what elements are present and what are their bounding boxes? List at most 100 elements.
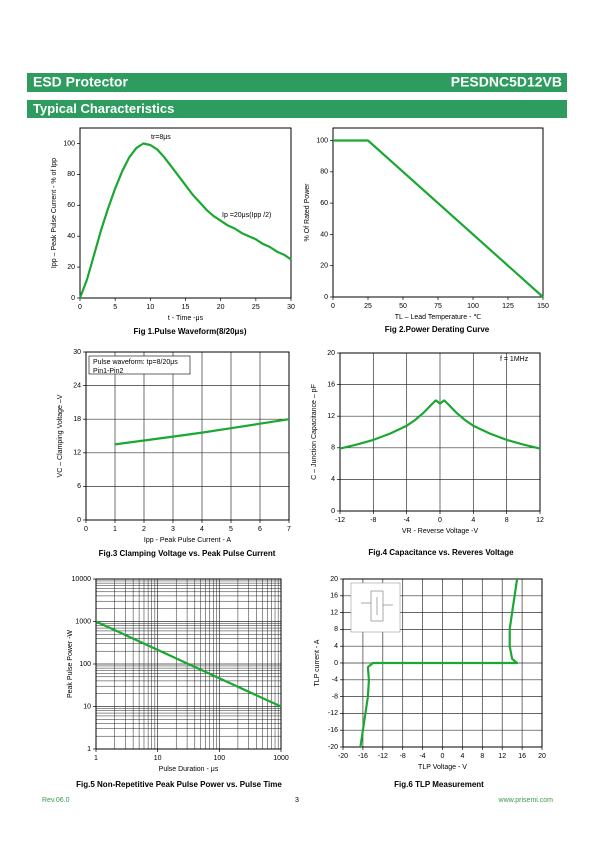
y-tick-label: 8 [334, 626, 338, 633]
y-tick-label: -16 [328, 727, 338, 734]
inset-circuit [361, 590, 393, 622]
annotation: f = 1MHz [500, 356, 529, 363]
x-tick-label: 2 [142, 526, 146, 533]
legend-box [88, 355, 191, 375]
y-tick-label: 1000 [75, 618, 91, 625]
y-tick-label: 12 [330, 609, 338, 616]
plot-frame [95, 578, 282, 750]
x-tick-label: 100 [213, 755, 225, 762]
figure-caption: Fig.6 TLP Measurement [394, 780, 484, 789]
footer-page: 3 [295, 797, 299, 804]
y-tick-label: 40 [320, 231, 328, 238]
y-tick-label: 8 [331, 445, 335, 452]
y-axis-title: VC – Clamping Voltage –V [57, 394, 64, 477]
y-tick-label: 40 [67, 233, 75, 240]
x-tick-label: 100 [467, 303, 479, 310]
x-tick-label: 50 [399, 303, 407, 310]
x-axis-title: Pulse Duration - μs [159, 766, 219, 773]
figure-caption: Fig.3 Clamping Voltage vs. Peak Pulse Cu… [99, 549, 276, 558]
y-tick-label: 1 [87, 746, 91, 753]
x-tick-label: 12 [536, 517, 544, 524]
x-tick-label: -8 [370, 517, 376, 524]
x-tick-label: 0 [331, 303, 335, 310]
x-tick-label: -16 [358, 753, 368, 760]
y-tick-label: -8 [332, 693, 338, 700]
y-tick-label: -12 [328, 710, 338, 717]
y-tick-label: 60 [67, 202, 75, 209]
y-tick-label: 16 [330, 593, 338, 600]
y-tick-label: 60 [320, 200, 328, 207]
x-tick-label: 16 [518, 753, 526, 760]
y-tick-label: 0 [77, 517, 81, 524]
figure-caption: Fig.5 Non-Repetitive Peak Pulse Power vs… [76, 780, 282, 789]
data-line [78, 142, 292, 299]
section-bar [27, 100, 567, 118]
x-tick-label: 0 [84, 526, 88, 533]
annotation: Pin1-Pin2 [93, 368, 123, 375]
figure-caption: Fig 2.Power Derating Curve [385, 325, 490, 334]
x-tick-label: 5 [229, 526, 233, 533]
header-left: ESD Protector [33, 74, 128, 90]
footer-website: www.prisemi.com [498, 797, 554, 804]
x-tick-label: 25 [252, 304, 260, 311]
annotation: Ip =20μs(Ipp /2) [222, 212, 271, 219]
x-tick-label: 7 [287, 526, 291, 533]
figure-caption: Fig.4 Capacitance vs. Reveres Voltage [368, 548, 514, 557]
y-tick-label: 4 [334, 643, 338, 650]
plot-frame [79, 127, 292, 299]
footer-revision: Rev.06.0 [42, 797, 70, 804]
y-tick-label: 0 [331, 508, 335, 515]
y-tick-label: -20 [328, 744, 338, 751]
x-tick-label: 30 [287, 304, 295, 311]
x-axis-title: Ipp - Peak Pulse Current - A [144, 537, 231, 544]
x-tick-label: 8 [480, 753, 484, 760]
x-tick-label: 1000 [273, 755, 289, 762]
y-tick-label: 12 [73, 450, 81, 457]
x-tick-label: 12 [498, 753, 506, 760]
x-axis-title: TL – Lead Temperature - ℃ [395, 314, 482, 321]
plot-frame [85, 351, 290, 521]
header-right: PESDNC5D12VB [451, 74, 562, 90]
y-tick-label: 0 [324, 294, 328, 301]
plot-frame [339, 352, 541, 512]
x-tick-label: 4 [471, 517, 475, 524]
y-tick-label: 6 [77, 483, 81, 490]
x-tick-label: 10 [146, 304, 154, 311]
x-tick-label: -4 [404, 517, 410, 524]
x-tick-label: 0 [441, 753, 445, 760]
x-tick-label: 8 [505, 517, 509, 524]
y-axis-title: Ipp – Peak Pulse Current - % of Ipp [51, 158, 58, 268]
y-tick-label: 80 [67, 171, 75, 178]
x-axis-title: VR - Reverse Voltage -V [402, 528, 479, 535]
header-bar [27, 73, 567, 92]
data-line [359, 578, 519, 748]
x-tick-label: 3 [171, 526, 175, 533]
x-tick-label: 75 [434, 303, 442, 310]
x-tick-label: 10 [154, 755, 162, 762]
x-tick-label: 5 [113, 304, 117, 311]
x-tick-label: -12 [335, 517, 345, 524]
x-tick-label: 1 [113, 526, 117, 533]
y-tick-label: 100 [316, 137, 328, 144]
y-tick-label: 80 [320, 169, 328, 176]
x-tick-label: 4 [200, 526, 204, 533]
y-axis-title: TLP current - A [314, 639, 321, 686]
x-tick-label: 20 [538, 753, 546, 760]
y-tick-label: 20 [327, 350, 335, 357]
x-tick-label: 0 [78, 304, 82, 311]
y-tick-label: -4 [332, 677, 338, 684]
y-tick-label: 20 [320, 263, 328, 270]
x-axis-title: TLP Voltage - V [418, 764, 467, 771]
y-tick-label: 16 [327, 381, 335, 388]
annotation: tr=8μs [151, 134, 171, 141]
x-tick-label: 20 [217, 304, 225, 311]
y-tick-label: 20 [67, 264, 75, 271]
annotation: Pulse waveform: tp=8/20μs [93, 359, 178, 366]
data-line [339, 399, 541, 450]
y-axis-title: C – Junction Capacitance – pF [311, 384, 318, 480]
x-tick-label: 15 [182, 304, 190, 311]
x-tick-label: 1 [94, 755, 98, 762]
y-tick-label: 4 [331, 476, 335, 483]
